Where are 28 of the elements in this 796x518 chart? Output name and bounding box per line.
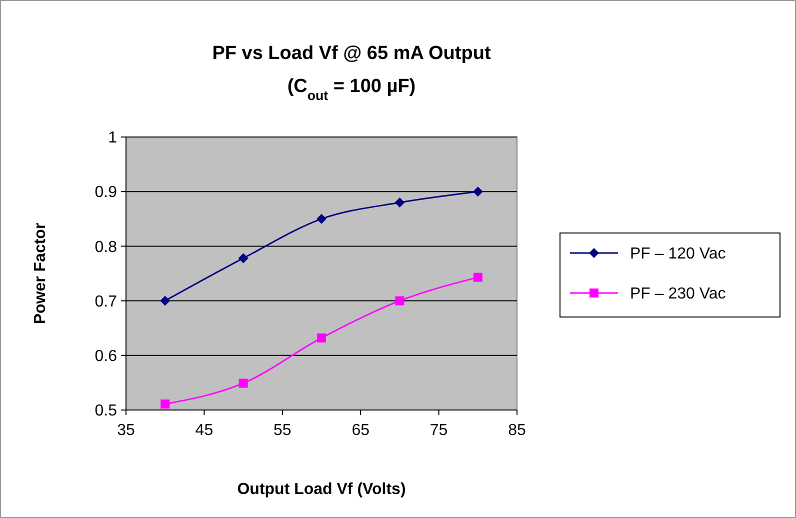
x-tick-label: 75 xyxy=(430,422,448,439)
point xyxy=(160,296,170,306)
point xyxy=(238,253,248,264)
x-tick-label: 55 xyxy=(274,422,292,439)
x-tick-label: 45 xyxy=(195,422,214,439)
y-tick-label: 0.6 xyxy=(94,348,118,365)
point xyxy=(160,399,170,408)
point xyxy=(317,333,326,342)
legend-label: PF – 230 Vac xyxy=(630,286,726,303)
y-tick-label: 0.7 xyxy=(94,293,118,310)
point xyxy=(473,272,482,282)
x-tick-label: 35 xyxy=(117,422,135,439)
chart-subtitle: (C$_{out}$ = 100 µF) xyxy=(287,76,416,102)
y-axis-title: Power Factor xyxy=(32,222,49,324)
x-tick-label: 65 xyxy=(352,422,370,439)
chart-title: PF vs Load Vf @ 65 mA Output xyxy=(212,43,492,64)
x-tick-label: 85 xyxy=(508,422,526,439)
y-tick-label: 1 xyxy=(108,130,118,147)
x-axis-title: Output Load Vf (Volts) xyxy=(237,481,406,498)
legend-label: PF – 120 Vac xyxy=(630,246,726,263)
point xyxy=(316,214,326,224)
point xyxy=(394,198,405,208)
y-tick-label: 0.8 xyxy=(94,238,118,256)
y-tick-label: 0.9 xyxy=(94,184,118,202)
point xyxy=(238,378,248,388)
point xyxy=(472,186,483,197)
point xyxy=(395,296,404,306)
y-tick-label: 0.5 xyxy=(94,402,118,420)
